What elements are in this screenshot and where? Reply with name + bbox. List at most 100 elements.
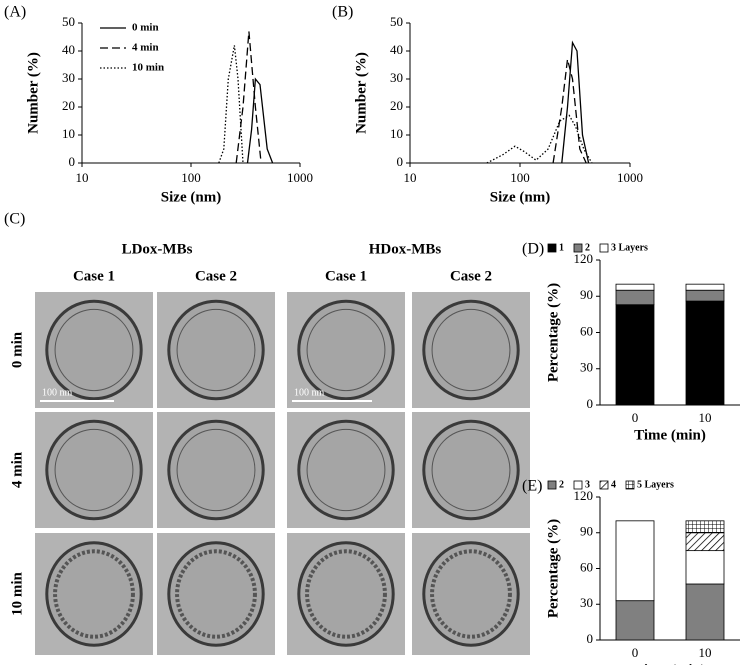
x-axis-title: Size (nm) [490,189,550,205]
column-title: Case 2 [450,268,492,284]
x-tick-label: 1000 [287,170,313,185]
panel-label: (E) [522,478,542,495]
y-axis-title: Percentage (%) [545,283,561,382]
x-tick-label: 0 [632,410,639,425]
x-axis-title: Time (min) [634,427,706,443]
group-title: LDox-MBs [122,241,193,257]
row-title: 4 min [9,451,25,488]
scale-bar-label: 100 nm [294,387,325,398]
line [218,45,244,164]
legend-swatch [573,243,583,253]
legend-swatch [625,480,635,490]
y-tick-label: 0 [397,154,404,169]
row-title: 10 min [9,571,25,615]
vesicle-inner [176,428,256,512]
x-tick-label: 10 [404,170,417,185]
y-tick-label: 30 [580,360,593,375]
y-tick-label: 30 [580,595,593,610]
legend-label: 0 min [132,22,159,34]
bar-segment [685,520,725,534]
line [486,114,593,164]
y-tick-label: 40 [62,42,75,57]
vesicle-inner [431,308,511,392]
y-tick-label: 50 [390,14,403,29]
vesicle [297,541,395,647]
y-tick-label: 30 [62,70,75,85]
line [246,77,274,164]
legend-swatch [599,243,609,253]
vesicle-inner [176,308,256,392]
y-tick-label: 40 [390,42,403,57]
bar-segment [615,520,655,602]
legend-swatch [547,480,557,490]
column-title: Case 2 [195,268,237,284]
y-tick-label: 90 [580,524,593,539]
legend-swatch [599,480,609,490]
legend-label: 5 Layers [637,479,674,490]
y-tick-label: 60 [580,323,593,338]
x-tick-label: 0 [632,645,639,660]
vesicle-inner [306,428,386,512]
bar-segment [615,289,655,306]
vesicle-inner [53,549,135,639]
vesicle-inner [305,549,387,639]
bar-segment [685,550,725,585]
scale-bar-label: 100 nm [42,387,73,398]
y-tick-label: 10 [390,126,403,141]
vesicle [167,299,265,401]
vesicle [422,299,520,401]
vesicle [167,419,265,521]
vesicle-inner [430,549,512,639]
x-axis-title: Size (nm) [161,189,221,205]
y-tick-label: 60 [580,559,593,574]
vesicle [45,419,143,521]
y-axis-title: Number (%) [25,52,41,134]
bar-segment [685,289,725,302]
y-axis-title: Percentage (%) [545,519,561,618]
legend-label: 3 Layers [611,242,648,253]
legend-label: 4 [611,479,616,490]
panel-label: (D) [522,241,544,258]
y-tick-label: 10 [62,126,75,141]
bar-segment [685,283,725,291]
group-title: HDox-MBs [369,241,442,257]
legend-swatch [573,480,583,490]
legend-label: 10 min [132,62,164,74]
bar-segment [685,532,725,552]
y-tick-label: 0 [587,396,594,411]
y-axis-title: Number (%) [353,52,369,134]
y-tick-label: 20 [390,98,403,113]
x-tick-label: 1000 [617,170,643,185]
y-tick-label: 120 [574,251,594,266]
panel-label: (B) [332,4,353,21]
x-tick-label: 100 [510,170,530,185]
vesicle-inner [306,308,386,392]
y-tick-label: 0 [587,631,594,646]
vesicle-inner [54,428,134,512]
legend-label: 3 [585,479,590,490]
bar-segment [615,283,655,291]
line [235,31,262,164]
y-tick-label: 50 [62,14,75,29]
x-tick-label: 10 [76,170,89,185]
bar-segment [615,304,655,406]
column-title: Case 1 [325,268,367,284]
y-tick-label: 90 [580,287,593,302]
vesicle [45,541,143,647]
y-tick-label: 30 [390,70,403,85]
vesicle [422,419,520,521]
y-tick-label: 20 [62,98,75,113]
y-tick-label: 0 [69,154,76,169]
x-tick-label: 10 [699,645,712,660]
vesicle [297,419,395,521]
legend-label: 4 min [132,42,159,54]
bar-segment [615,600,655,641]
bar-segment [685,583,725,641]
vesicle [45,299,143,401]
legend-swatch [547,243,557,253]
vesicle-inner [54,308,134,392]
line [552,59,587,164]
legend-label: 1 [559,242,564,253]
vesicle [422,541,520,647]
